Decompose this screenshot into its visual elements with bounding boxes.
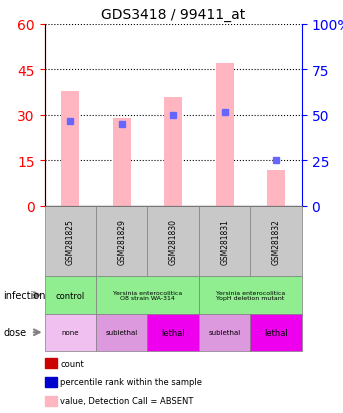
Text: dose: dose — [3, 328, 26, 337]
Bar — [61, 91, 79, 206]
Text: lethal: lethal — [161, 328, 185, 337]
Text: GSM281830: GSM281830 — [169, 218, 178, 265]
Bar — [164, 97, 182, 206]
Text: lethal: lethal — [264, 328, 288, 337]
Bar — [267, 170, 285, 206]
Text: value, Detection Call = ABSENT: value, Detection Call = ABSENT — [60, 396, 193, 405]
Text: infection: infection — [3, 290, 46, 300]
Text: Yersinia enterocolitica
O8 strain WA-314: Yersinia enterocolitica O8 strain WA-314 — [113, 290, 182, 301]
Title: GDS3418 / 99411_at: GDS3418 / 99411_at — [101, 8, 245, 22]
Text: sublethal: sublethal — [209, 330, 241, 335]
Text: count: count — [60, 359, 84, 368]
Text: GSM281829: GSM281829 — [117, 219, 126, 264]
Bar — [113, 119, 131, 206]
Text: GSM281832: GSM281832 — [272, 219, 281, 264]
Text: none: none — [61, 330, 79, 335]
Text: control: control — [56, 291, 85, 300]
Bar — [216, 64, 234, 206]
Text: Yersinia enterocolitica
YopH deletion mutant: Yersinia enterocolitica YopH deletion mu… — [216, 290, 285, 301]
Text: percentile rank within the sample: percentile rank within the sample — [60, 377, 202, 387]
Text: sublethal: sublethal — [106, 330, 138, 335]
Text: GSM281825: GSM281825 — [66, 219, 75, 264]
Text: GSM281831: GSM281831 — [220, 219, 229, 264]
